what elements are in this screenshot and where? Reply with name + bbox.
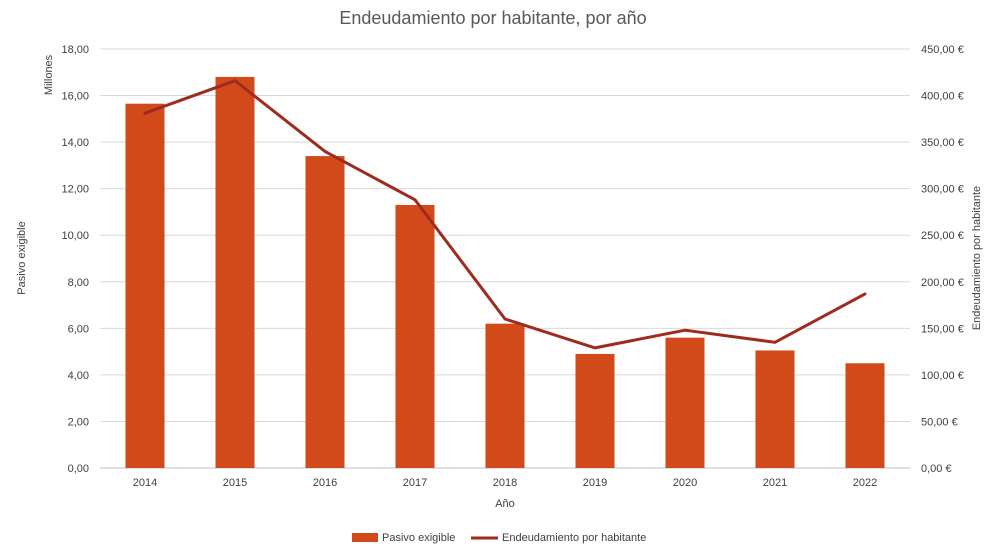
y-left-tick-label: 14,00 [61, 137, 89, 149]
x-axis-ticks: 2014 2015 2016 2017 2018 2019 2020 2021 2022 [133, 477, 877, 489]
bar [845, 363, 885, 468]
legend: Pasivo exigible Endeudamiento por habita… [352, 532, 646, 544]
bars [125, 76, 885, 469]
y-right-tick-label: 450,00 € [921, 44, 964, 56]
chart-title: Endeudamiento por habitante, por año [339, 8, 646, 28]
x-tick-label: 2018 [493, 477, 517, 489]
x-tick-label: 2014 [133, 477, 157, 489]
y-axis-left-title: Pasivo exigible [16, 221, 28, 294]
y-left-tick-label: 4,00 [68, 370, 89, 382]
y-right-tick-label: 100,00 € [921, 370, 964, 382]
y-right-tick-label: 300,00 € [921, 184, 964, 196]
line-point [773, 341, 777, 344]
x-tick-label: 2022 [853, 477, 877, 489]
y-left-tick-label: 6,00 [68, 323, 89, 335]
bar [665, 337, 705, 468]
x-tick-label: 2016 [313, 477, 337, 489]
y-right-tick-label: 200,00 € [921, 277, 964, 289]
x-tick-label: 2015 [223, 477, 247, 489]
x-tick-label: 2019 [583, 477, 607, 489]
legend-label-line: Endeudamiento por habitante [502, 532, 646, 544]
y-left-tick-label: 10,00 [61, 230, 89, 242]
line-point [413, 198, 417, 202]
y-left-tick-label: 0,00 [68, 463, 89, 475]
y-right-tick-label: 150,00 € [921, 323, 964, 335]
line-point [593, 346, 597, 350]
y-left-tick-label: 8,00 [68, 277, 89, 289]
y-axis-left-ticks: 0,00 2,00 4,00 6,00 8,00 10,00 12,00 14,00 16,00… [61, 44, 89, 475]
line-point [683, 328, 687, 332]
y-left-tick-label: 16,00 [61, 91, 89, 103]
bar [575, 353, 615, 468]
y-right-tick-label: 250,00 € [921, 230, 964, 242]
legend-swatch-bar [352, 533, 378, 542]
line-point [503, 317, 507, 321]
y-left-tick-label: 12,00 [61, 184, 89, 196]
line-point [143, 112, 147, 115]
bar [125, 103, 165, 469]
bar [395, 204, 435, 468]
line-point [863, 292, 867, 296]
x-tick-label: 2020 [673, 477, 697, 489]
line-point [323, 150, 327, 153]
y-right-tick-label: 50,00 € [921, 416, 958, 428]
y-right-tick-label: 350,00 € [921, 137, 964, 149]
y-axis-left-units: Millones [43, 54, 55, 95]
line-series [143, 79, 867, 350]
x-tick-label: 2021 [763, 477, 787, 489]
bar [215, 76, 255, 468]
y-left-tick-label: 18,00 [61, 44, 89, 56]
x-axis-title: Año [495, 498, 515, 510]
y-axis-right-ticks: 0,00 € 50,00 € 100,00 € 150,00 € 200,00 € 250… [921, 44, 964, 475]
y-left-tick-label: 2,00 [68, 416, 89, 428]
bar [755, 350, 795, 468]
bar [485, 323, 525, 468]
y-right-tick-label: 0,00 € [921, 463, 952, 475]
bar [305, 156, 345, 469]
y-right-tick-label: 400,00 € [921, 91, 964, 103]
y-axis-right-title: Endeudamiento por habitante [971, 186, 983, 330]
line-point [233, 79, 237, 82]
legend-label-bar: Pasivo exigible [382, 532, 455, 544]
x-tick-label: 2017 [403, 477, 427, 489]
